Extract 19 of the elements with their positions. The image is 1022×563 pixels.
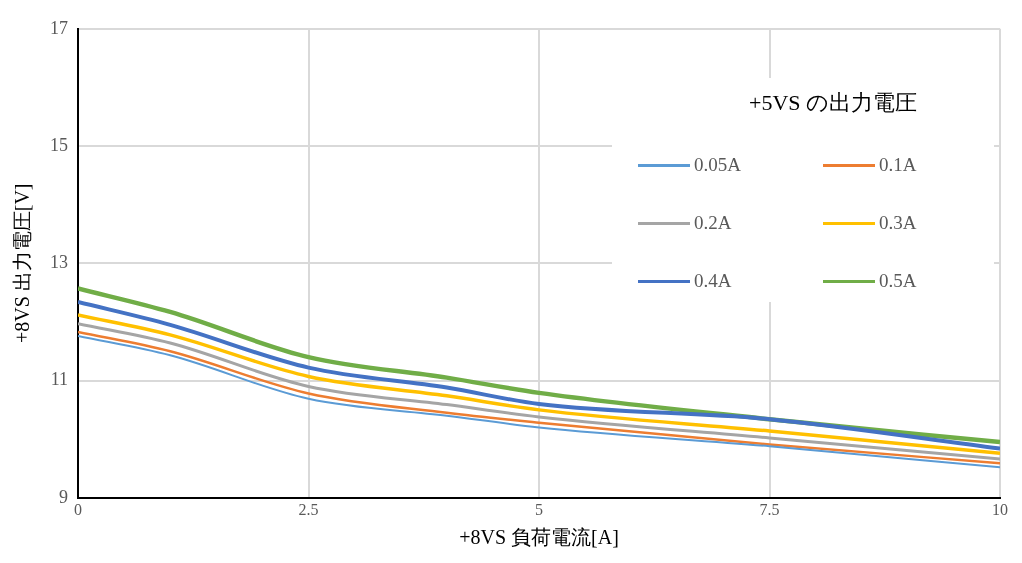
legend-label: 0.05A xyxy=(694,154,741,176)
y-tick-label: 13 xyxy=(50,252,68,273)
legend-label: 0.1A xyxy=(879,154,917,176)
y-tick-label: 17 xyxy=(50,17,68,38)
x-tick-label: 5 xyxy=(535,500,543,518)
x-tick-label: 10 xyxy=(992,500,1008,518)
y-tick-label: 15 xyxy=(50,134,68,155)
x-tick-label: 7.5 xyxy=(759,500,780,518)
x-axis-title: +8VS 負荷電流[A] xyxy=(459,526,619,549)
y-tick-label: 9 xyxy=(59,486,68,507)
x-tick-label: 2.5 xyxy=(298,500,319,518)
legend-label: 0.4A xyxy=(694,270,732,292)
y-axis-title: +8VS 出力電圧[V] xyxy=(11,183,34,344)
legend-label: 0.5A xyxy=(879,270,917,292)
x-tick-label: 0 xyxy=(74,500,82,518)
legend-title: +5VS の出力電圧 xyxy=(748,89,918,117)
legend-label: 0.2A xyxy=(694,212,732,234)
legend-label: 0.3A xyxy=(879,212,917,234)
y-tick-label: 11 xyxy=(50,369,68,390)
